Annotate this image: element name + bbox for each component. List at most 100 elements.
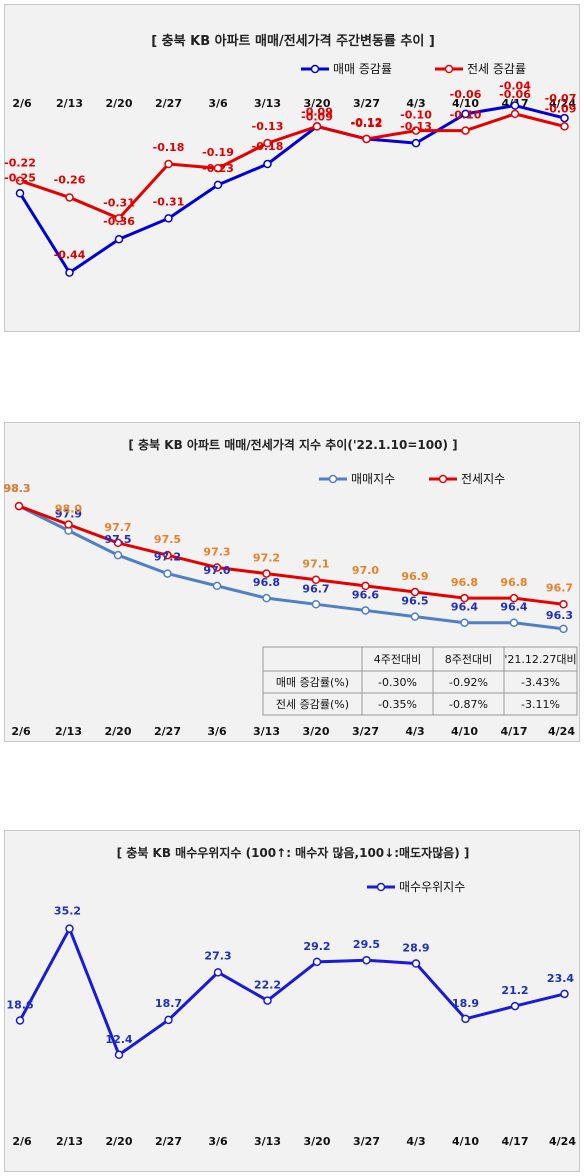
data-label: 98.3	[3, 482, 30, 495]
legend-label: 매매 증감률	[333, 62, 392, 76]
data-point	[164, 214, 173, 223]
data-point	[362, 134, 371, 144]
data-point	[311, 600, 321, 609]
table-cell	[503, 692, 578, 716]
table-text: '21.12.27대비	[504, 653, 576, 666]
x-tick-label: 2/20	[106, 1135, 133, 1148]
data-label: 97.3	[203, 545, 230, 558]
data-label: 27.3	[204, 949, 231, 962]
x-tick-label: 3/27	[352, 725, 379, 738]
x-tick-label: 2/13	[55, 725, 82, 738]
data-label: 97.9	[55, 508, 82, 521]
data-point	[15, 176, 25, 185]
data-point	[64, 520, 73, 529]
data-label: 97.7	[104, 521, 131, 534]
data-label: 97.2	[253, 552, 280, 565]
data-label: 18.9	[452, 997, 479, 1010]
data-point	[509, 593, 519, 603]
data-label: 96.6	[352, 588, 379, 601]
data-point	[212, 563, 222, 572]
data-point	[311, 575, 321, 584]
data-point	[411, 138, 421, 148]
x-tick-label: 4/10	[452, 1135, 479, 1148]
data-point	[163, 550, 172, 560]
data-point	[560, 122, 569, 131]
data-point	[263, 138, 272, 148]
x-tick-label: 3/6	[207, 725, 227, 738]
data-point	[510, 101, 520, 110]
data-point	[164, 1015, 173, 1025]
legend-label: 매매지수	[351, 472, 395, 486]
data-label: 97.1	[302, 558, 329, 571]
data-point	[461, 126, 470, 135]
x-tick-label: 3/20	[303, 725, 330, 738]
legend-label: 전세지수	[461, 472, 505, 486]
x-tick-label: 2/6	[12, 97, 32, 110]
legend-marker	[328, 474, 338, 484]
table-text: -0.87%	[449, 698, 488, 711]
data-label: -0.13	[400, 120, 432, 133]
data-point	[461, 109, 470, 119]
data-label: 96.3	[546, 609, 573, 622]
data-label: -0.07	[545, 92, 577, 105]
x-tick-label: 3/20	[304, 97, 331, 110]
x-tick-label: 4/24	[548, 725, 575, 738]
data-point	[212, 581, 222, 591]
table-text: 8주전대비	[445, 653, 492, 666]
x-tick-label: 4/3	[406, 1135, 425, 1148]
data-label: -0.36	[103, 215, 135, 228]
chart-title: [ 충북 KB 매수우위지수 (100↑: 매수자 많음,100↓:매도자많음)…	[117, 845, 470, 860]
data-point	[213, 968, 223, 977]
data-point	[263, 996, 272, 1005]
data-label: -0.13	[252, 120, 284, 133]
x-tick-label: 4/24	[549, 1135, 576, 1148]
data-label: -0.12	[351, 116, 383, 129]
legend-marker	[310, 64, 320, 74]
data-point	[410, 612, 420, 621]
data-label: 29.2	[303, 940, 330, 953]
data-point	[263, 159, 272, 169]
x-tick-label: 3/27	[353, 97, 380, 110]
data-label: -0.04	[499, 80, 531, 93]
chart-title: [ 충북 KB 아파트 매매/전세가격 지수 추이('22.1.10=100) …	[128, 437, 457, 452]
data-label: 96.9	[401, 570, 428, 583]
data-label: 96.4	[500, 601, 527, 614]
x-tick-label: 4/3	[405, 725, 424, 738]
data-label: -0.18	[153, 141, 185, 154]
series-line-1	[18, 927, 565, 1057]
data-point	[361, 606, 370, 615]
data-point	[460, 593, 469, 603]
data-point	[262, 593, 271, 603]
data-point	[213, 163, 223, 173]
legend-marker	[438, 474, 448, 484]
data-point	[410, 587, 420, 597]
x-tick-label: 4/17	[502, 1135, 529, 1148]
data-label: 97.5	[154, 533, 181, 546]
x-tick-label: 2/27	[154, 725, 181, 738]
legend-label: 전세 증감률	[467, 62, 526, 76]
data-label: 97.5	[104, 533, 131, 546]
data-point	[559, 624, 568, 634]
data-label: 18.7	[155, 997, 182, 1010]
x-tick-label: 2/13	[56, 1135, 83, 1148]
data-label: 97.0	[203, 564, 230, 577]
weekly-change-rate-chart-panel: [ 충북 KB 아파트 매매/전세가격 주간변동률 추이 ] 매매 증감률 전세 증…	[4, 4, 580, 332]
data-point	[113, 550, 123, 560]
data-label: 97.0	[352, 564, 379, 577]
data-point	[362, 955, 371, 965]
data-label: -0.09	[301, 110, 333, 123]
data-point	[65, 924, 74, 933]
data-point	[14, 501, 24, 511]
data-label: -0.19	[202, 146, 234, 159]
data-label: 98.3	[3, 482, 30, 495]
legend-marker	[376, 882, 386, 892]
data-label: -0.25	[4, 171, 36, 184]
buyer-superiority-chart: [ 충북 KB 매수우위지수 (100↑: 매수자 많음,100↓:매도자많음)…	[6, 845, 576, 1148]
data-point	[510, 109, 520, 119]
data-label: 29.5	[353, 938, 380, 951]
data-label: 18.6	[6, 998, 33, 1011]
x-tick-label: 3/13	[254, 97, 281, 110]
x-tick-label: 3/6	[208, 1135, 228, 1148]
data-point	[510, 1001, 520, 1011]
x-tick-label: 4/3	[406, 97, 425, 110]
